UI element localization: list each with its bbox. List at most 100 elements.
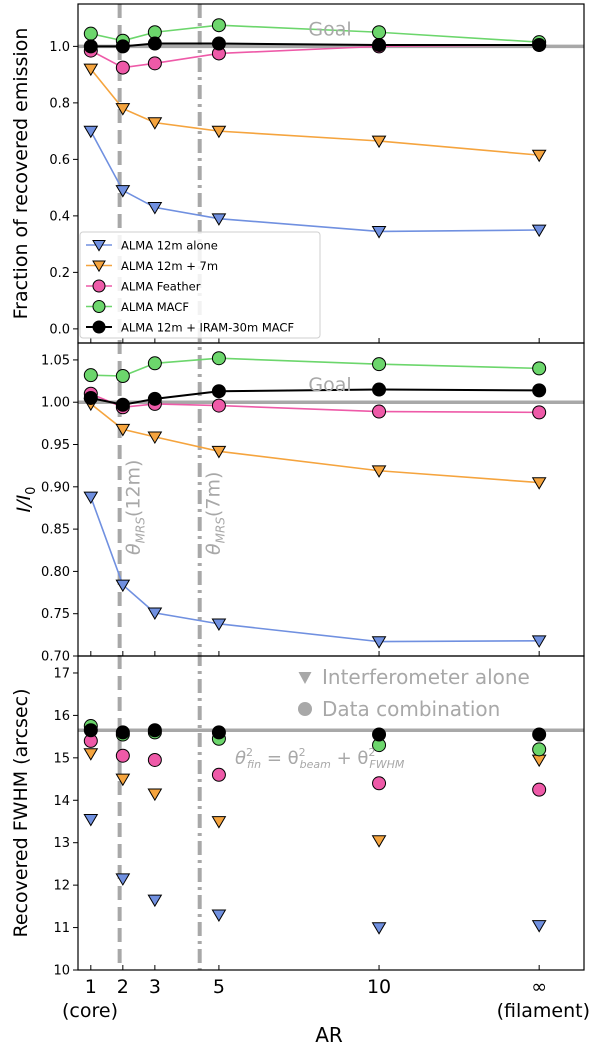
data-point-alma12m7m <box>83 748 99 761</box>
data-point-alma12m7m <box>531 477 547 490</box>
legend-marker-alma12m7m <box>92 260 106 273</box>
data-point-feather <box>211 398 226 413</box>
y-tick-label: 17 <box>53 666 70 681</box>
legend-marker-feather <box>92 279 106 293</box>
x-axis-label: AR <box>315 1023 343 1047</box>
marker-legend-label: Interferometer alone <box>322 665 530 689</box>
data-point-iram <box>83 39 98 54</box>
data-point-macf <box>83 368 98 383</box>
x-tick-label: 5 <box>213 976 225 998</box>
y-tick-label: 0.0 <box>49 322 70 337</box>
x-tick-label: ∞ <box>531 976 547 998</box>
data-point-iram <box>532 727 547 742</box>
data-point-feather <box>115 60 130 75</box>
series-line-alma12m7m <box>90 68 540 156</box>
data-point-alma12m <box>211 213 227 226</box>
data-point-alma12m <box>115 579 131 593</box>
data-point-iram <box>147 391 162 406</box>
series-line-alma12m7m <box>90 403 540 484</box>
y-tick-label: 12 <box>53 879 70 894</box>
y-tick-label: 0.70 <box>41 650 70 665</box>
y-tick-label: 0.80 <box>41 565 70 580</box>
y-tick-label: 0.6 <box>49 153 70 168</box>
y-axis-label: Recovered FWHM (arcsec) <box>10 688 32 937</box>
legend-marker-iram <box>92 320 106 334</box>
y-tick-label: 16 <box>53 709 70 724</box>
data-point-macf <box>115 368 130 383</box>
data-point-alma12m7m <box>115 773 131 787</box>
data-point-alma12m <box>211 909 227 922</box>
legend-box <box>79 231 321 339</box>
data-point-alma12m <box>531 920 547 933</box>
data-point-alma12m7m <box>147 431 163 445</box>
data-point-feather <box>147 56 162 71</box>
y-tick-label: 15 <box>53 751 70 766</box>
data-point-alma12m7m <box>83 63 99 77</box>
data-point-iram <box>532 37 547 52</box>
y-tick-label: 0.2 <box>49 266 70 281</box>
data-point-alma12m7m <box>371 835 387 848</box>
data-point-macf <box>532 742 547 757</box>
data-point-alma12m7m <box>211 816 227 829</box>
y-tick-label: 0.75 <box>41 607 70 622</box>
data-point-alma12m7m <box>531 754 547 768</box>
data-point-feather <box>372 776 387 791</box>
data-point-iram <box>147 36 162 51</box>
legend-label-macf: ALMA MACF <box>121 300 189 314</box>
data-point-alma12m7m <box>371 465 387 478</box>
data-point-feather <box>147 752 162 767</box>
y-tick-label: 0.85 <box>41 523 70 538</box>
data-point-alma12m7m <box>147 788 163 802</box>
legend-label-iram: ALMA 12m + IRAM-30m MACF <box>121 321 294 335</box>
y-tick-label: 0.95 <box>41 438 70 453</box>
legend-marker-combination <box>298 702 312 716</box>
goal-label: Goal <box>308 374 351 396</box>
fwhm-formula: θ2 fin = θ2 beam + θ2 FWHM <box>235 746 405 771</box>
y-tick-label: 0.8 <box>49 96 70 111</box>
data-point-iram <box>83 723 98 738</box>
data-point-alma12m <box>83 813 99 827</box>
data-point-alma12m <box>531 635 547 648</box>
y-tick-label: 13 <box>53 836 70 851</box>
data-point-feather <box>115 748 130 763</box>
x-tick-label: 10 <box>367 976 391 998</box>
data-point-alma12m <box>147 202 163 215</box>
data-point-macf <box>532 361 547 376</box>
data-point-alma12m <box>371 922 387 935</box>
y-tick-label: 0.90 <box>41 480 70 495</box>
legend-marker-alma12m <box>92 240 106 252</box>
goal-label: Goal <box>308 18 351 40</box>
y-axis-label: I/I0 <box>13 487 39 513</box>
series-line-alma12m <box>90 496 540 643</box>
data-point-iram <box>83 390 98 405</box>
data-point-alma12m7m <box>115 103 131 116</box>
y-tick-label: 0.4 <box>49 209 70 224</box>
data-point-macf <box>147 356 162 371</box>
panel-frame <box>77 655 585 971</box>
data-point-alma12m7m <box>211 445 227 459</box>
data-point-feather <box>372 404 387 419</box>
legend-marker-macf <box>92 300 106 313</box>
y-tick-label: 1.0 <box>49 40 70 55</box>
legend-marker-interferometer <box>298 672 312 684</box>
y-tick-label: 1.00 <box>41 396 70 411</box>
data-point-iram <box>115 725 130 740</box>
x-tick-sublabel: (core) <box>62 1000 118 1022</box>
data-point-alma12m <box>83 491 99 505</box>
data-point-feather <box>532 405 547 420</box>
legend-label-alma12m7m: ALMA 12m + 7m <box>121 259 218 273</box>
data-point-alma12m7m <box>371 135 387 149</box>
series-line-alma12m <box>90 130 540 233</box>
mrs-12m-label: θMRS(12m) <box>123 460 148 555</box>
data-point-iram <box>115 39 130 54</box>
data-point-alma12m7m <box>531 149 547 163</box>
data-point-alma12m <box>371 226 387 239</box>
data-point-iram <box>372 382 387 397</box>
data-point-iram <box>211 36 226 51</box>
data-point-alma12m <box>83 125 99 139</box>
data-point-alma12m7m <box>147 117 163 130</box>
data-point-alma12m <box>115 873 131 886</box>
data-point-alma12m <box>371 636 387 649</box>
data-point-feather <box>532 782 547 797</box>
